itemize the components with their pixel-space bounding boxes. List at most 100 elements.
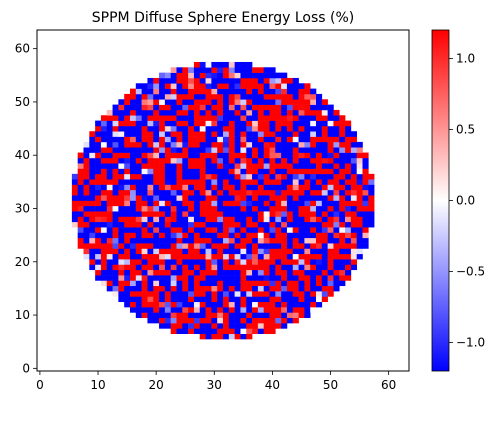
heatmap-cell xyxy=(193,147,201,153)
heatmap-cell xyxy=(292,280,299,287)
heatmap-cell xyxy=(228,131,235,137)
heatmap-cell xyxy=(83,205,90,212)
heatmap-cell xyxy=(269,157,276,164)
x-tick-label: 10 xyxy=(90,378,105,392)
heatmap-cell xyxy=(252,88,259,95)
heatmap-cell xyxy=(350,200,357,207)
heatmap-cell xyxy=(211,291,218,297)
heatmap-cell xyxy=(298,163,305,169)
heatmap-cell xyxy=(234,323,241,329)
heatmap-cell xyxy=(304,205,311,212)
heatmap-cell xyxy=(153,280,160,287)
heatmap-cell xyxy=(153,232,160,239)
heatmap-cell xyxy=(240,291,247,297)
heatmap-cell xyxy=(316,195,323,201)
heatmap-cell xyxy=(95,163,102,169)
heatmap-cell xyxy=(188,269,195,276)
heatmap-cell xyxy=(159,136,166,143)
heatmap-cell xyxy=(252,195,259,201)
heatmap-cell xyxy=(147,189,154,196)
heatmap-cell xyxy=(286,136,294,143)
heatmap-cell xyxy=(345,168,352,175)
heatmap-cell xyxy=(188,317,195,324)
heatmap-cell xyxy=(130,221,137,228)
heatmap-cell xyxy=(124,291,131,297)
heatmap-cell xyxy=(316,157,323,164)
heatmap-cell xyxy=(205,227,212,233)
heatmap-cell xyxy=(350,131,357,137)
heatmap-cell xyxy=(292,147,299,153)
heatmap-cell xyxy=(211,211,218,217)
heatmap-cell xyxy=(286,264,294,271)
heatmap-cell xyxy=(118,99,125,105)
heatmap-cell xyxy=(153,157,160,164)
heatmap-cell xyxy=(199,125,206,132)
heatmap-cell xyxy=(199,317,206,324)
heatmap-cell xyxy=(89,168,96,175)
heatmap-cell xyxy=(211,253,218,260)
heatmap-cell xyxy=(193,141,201,148)
heatmap-cell xyxy=(71,173,78,180)
heatmap-cell xyxy=(153,211,160,217)
heatmap-cell xyxy=(339,131,346,137)
heatmap-cell xyxy=(147,243,154,249)
heatmap-cell xyxy=(304,163,311,169)
heatmap-cell xyxy=(298,312,305,319)
heatmap-cell xyxy=(298,296,305,303)
heatmap-cell xyxy=(333,125,340,132)
heatmap-cell xyxy=(339,200,346,207)
heatmap-cell xyxy=(205,312,212,319)
heatmap-cell xyxy=(362,205,369,212)
heatmap-cell xyxy=(205,109,212,116)
heatmap-cell xyxy=(321,147,328,153)
heatmap-cell xyxy=(257,264,264,271)
y-tick-label: 60 xyxy=(15,42,30,56)
heatmap-cell xyxy=(130,227,137,233)
heatmap-cell xyxy=(164,211,171,217)
heatmap-cell xyxy=(333,163,340,169)
heatmap-cell xyxy=(182,93,189,100)
heatmap-cell xyxy=(141,259,148,265)
heatmap-cell xyxy=(257,72,264,79)
heatmap-cell xyxy=(356,237,363,244)
colorbar-tick-label: 0.0 xyxy=(456,194,475,208)
heatmap-cell xyxy=(211,269,218,276)
heatmap-cell xyxy=(118,173,125,180)
heatmap-cell xyxy=(77,173,84,180)
heatmap-cell xyxy=(199,285,206,292)
heatmap-cell xyxy=(228,99,235,105)
heatmap-cell xyxy=(147,216,154,223)
heatmap-cell xyxy=(292,291,299,297)
heatmap-cell xyxy=(159,291,166,297)
heatmap-cell xyxy=(182,72,189,79)
heatmap-cell xyxy=(310,184,317,191)
heatmap-cell xyxy=(356,248,363,255)
heatmap-cell xyxy=(153,104,160,111)
heatmap-cell xyxy=(257,77,264,84)
heatmap-cell xyxy=(298,157,305,164)
heatmap-cell xyxy=(252,243,259,249)
heatmap-cell xyxy=(164,93,171,100)
heatmap-cell xyxy=(223,195,230,201)
heatmap-cell xyxy=(286,109,294,116)
heatmap-cell xyxy=(234,291,241,297)
heatmap-cell xyxy=(240,104,247,111)
heatmap-cell xyxy=(310,211,317,217)
heatmap-cell xyxy=(164,141,171,148)
heatmap-cell xyxy=(339,115,346,121)
heatmap-cell xyxy=(141,264,148,271)
heatmap-cell xyxy=(199,152,206,159)
heatmap-cell xyxy=(350,157,357,164)
heatmap-cell xyxy=(205,216,212,223)
heatmap-cell xyxy=(153,243,160,249)
heatmap-cell xyxy=(211,221,218,228)
heatmap-cell xyxy=(321,248,328,255)
heatmap-cell xyxy=(188,147,195,153)
heatmap-cell xyxy=(263,259,270,265)
heatmap-cell xyxy=(223,131,230,137)
heatmap-cell xyxy=(281,120,288,127)
heatmap-cell xyxy=(246,109,253,116)
heatmap-cell xyxy=(153,115,160,121)
heatmap-cell xyxy=(281,291,288,297)
heatmap-cell xyxy=(71,211,78,217)
